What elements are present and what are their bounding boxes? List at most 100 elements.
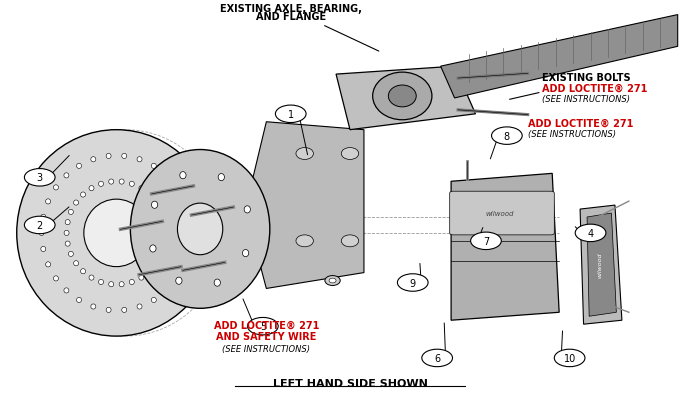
Ellipse shape [99,279,104,285]
Ellipse shape [218,174,225,181]
Ellipse shape [164,173,169,178]
Ellipse shape [160,210,164,215]
Ellipse shape [182,262,187,267]
Ellipse shape [17,130,216,336]
Circle shape [275,106,306,123]
Ellipse shape [296,148,314,160]
Ellipse shape [342,235,358,247]
Text: wilwood: wilwood [486,211,514,217]
Ellipse shape [80,269,85,274]
Ellipse shape [99,182,104,187]
Circle shape [575,225,606,242]
Text: 1: 1 [288,109,294,119]
Text: LEFT HAND SIDE SHOWN: LEFT HAND SIDE SHOWN [272,379,428,389]
Ellipse shape [74,200,78,206]
Ellipse shape [41,247,46,252]
Ellipse shape [91,304,96,309]
Circle shape [248,318,278,335]
Ellipse shape [122,154,127,159]
Ellipse shape [64,288,69,293]
Ellipse shape [325,276,340,286]
FancyBboxPatch shape [449,192,554,235]
Ellipse shape [164,231,169,236]
Text: (SEE INSTRUCTIONS): (SEE INSTRUCTIONS) [223,344,310,353]
Ellipse shape [64,173,69,178]
Text: 3: 3 [36,173,43,183]
Ellipse shape [119,180,124,185]
Ellipse shape [106,154,111,159]
Ellipse shape [296,235,314,247]
Ellipse shape [53,185,58,190]
Ellipse shape [189,231,194,236]
Ellipse shape [160,252,164,257]
Ellipse shape [187,247,192,252]
Ellipse shape [89,186,94,191]
Text: EXISTING BOLTS: EXISTING BOLTS [542,73,631,83]
Text: 8: 8 [504,131,510,141]
Ellipse shape [53,276,58,281]
Ellipse shape [151,164,156,169]
Circle shape [491,128,522,145]
Ellipse shape [139,275,143,280]
Circle shape [398,274,428,292]
Ellipse shape [76,298,81,303]
Text: AND SAFETY WIRE: AND SAFETY WIRE [216,331,316,341]
Ellipse shape [65,241,70,247]
Ellipse shape [150,245,156,252]
Ellipse shape [162,241,168,247]
Ellipse shape [182,199,187,205]
Text: 9: 9 [410,278,416,288]
Polygon shape [336,67,475,130]
Polygon shape [440,16,678,99]
Ellipse shape [69,210,74,215]
Text: EXISTING AXLE, BEARING,: EXISTING AXLE, BEARING, [220,4,362,14]
Ellipse shape [180,172,186,179]
Ellipse shape [39,231,44,236]
Polygon shape [587,213,616,316]
Ellipse shape [214,279,220,286]
Text: ADD LOCTITE® 271: ADD LOCTITE® 271 [214,320,319,330]
Ellipse shape [80,192,85,198]
Ellipse shape [108,282,113,287]
Ellipse shape [151,298,156,303]
Ellipse shape [244,206,251,213]
Ellipse shape [46,262,50,267]
Ellipse shape [76,164,81,169]
Ellipse shape [372,73,432,120]
Ellipse shape [74,261,78,266]
Text: ADD LOCTITE® 271: ADD LOCTITE® 271 [542,84,647,94]
Ellipse shape [108,180,113,185]
Ellipse shape [46,199,50,205]
Ellipse shape [89,275,94,280]
Ellipse shape [242,250,248,257]
Ellipse shape [122,308,127,313]
Text: 7: 7 [483,236,489,246]
Text: 6: 6 [434,353,440,363]
Ellipse shape [41,215,46,220]
Circle shape [25,217,55,234]
Ellipse shape [154,200,160,206]
Ellipse shape [64,231,69,236]
Ellipse shape [137,157,142,162]
Ellipse shape [187,215,192,220]
Text: ADD LOCTITE® 271: ADD LOCTITE® 271 [528,118,634,128]
Text: 5: 5 [260,321,266,331]
Ellipse shape [389,86,416,107]
Ellipse shape [177,204,223,255]
Ellipse shape [164,288,169,293]
Ellipse shape [106,308,111,313]
Text: 4: 4 [587,228,594,238]
Ellipse shape [130,279,134,285]
Polygon shape [580,206,622,324]
Ellipse shape [151,202,158,209]
Circle shape [25,169,55,186]
Ellipse shape [147,269,153,274]
Polygon shape [451,174,559,320]
Text: 2: 2 [36,221,43,230]
Text: AND FLANGE: AND FLANGE [256,12,326,22]
Ellipse shape [91,157,96,162]
Ellipse shape [174,276,179,281]
Ellipse shape [342,148,358,160]
Text: (SEE INSTRUCTIONS): (SEE INSTRUCTIONS) [542,95,630,103]
Text: (SEE INSTRUCTIONS): (SEE INSTRUCTIONS) [528,129,616,138]
